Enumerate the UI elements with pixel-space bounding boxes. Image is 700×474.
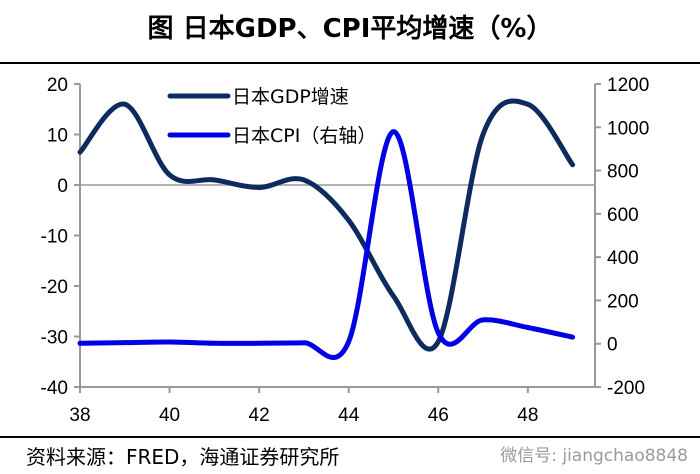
right-tick-label: -200	[607, 378, 645, 399]
chart-title: 图 日本GDP、CPI平均增速（%）	[147, 14, 553, 44]
right-tick-label: 1200	[607, 75, 649, 96]
x-tick-label: 42	[249, 405, 270, 426]
bottom-rule	[0, 436, 700, 438]
left-tick-label: -40	[41, 378, 68, 399]
axes: -40 -30 -20 -10 0 10 20 -200 0 200 400 600 800 1000 12…	[41, 75, 650, 426]
x-tick-label: 38	[69, 405, 90, 426]
x-tick-label: 40	[159, 405, 180, 426]
x-tick-label: 46	[428, 405, 449, 426]
x-tick-label: 48	[517, 405, 538, 426]
x-tick-label: 44	[338, 405, 360, 426]
left-tick-label: 20	[47, 75, 68, 96]
watermark: 微信号: jiangchao8848	[500, 446, 688, 466]
right-tick-label: 1000	[607, 118, 649, 139]
left-tick-label: -10	[41, 227, 68, 248]
legend-label-gdp: 日本GDP增速	[232, 86, 349, 108]
left-tick-label: -30	[41, 328, 68, 349]
left-tick-label: 0	[57, 176, 68, 197]
left-tick-label: -20	[41, 277, 68, 298]
series-line-cpi	[77, 129, 576, 360]
right-tick-label: 600	[607, 205, 639, 226]
legend-label-cpi: 日本CPI（右轴）	[232, 125, 376, 147]
top-rule	[0, 62, 700, 64]
series-layer	[77, 98, 576, 360]
left-tick-label: 10	[47, 126, 68, 147]
right-tick-label: 800	[607, 162, 639, 183]
right-tick-label: 0	[607, 335, 618, 356]
right-tick-label: 200	[607, 291, 639, 312]
source-text: 资料来源：FRED，海通证券研究所	[26, 445, 340, 469]
right-tick-label: 400	[607, 248, 639, 269]
series-line-gdp	[77, 98, 576, 352]
